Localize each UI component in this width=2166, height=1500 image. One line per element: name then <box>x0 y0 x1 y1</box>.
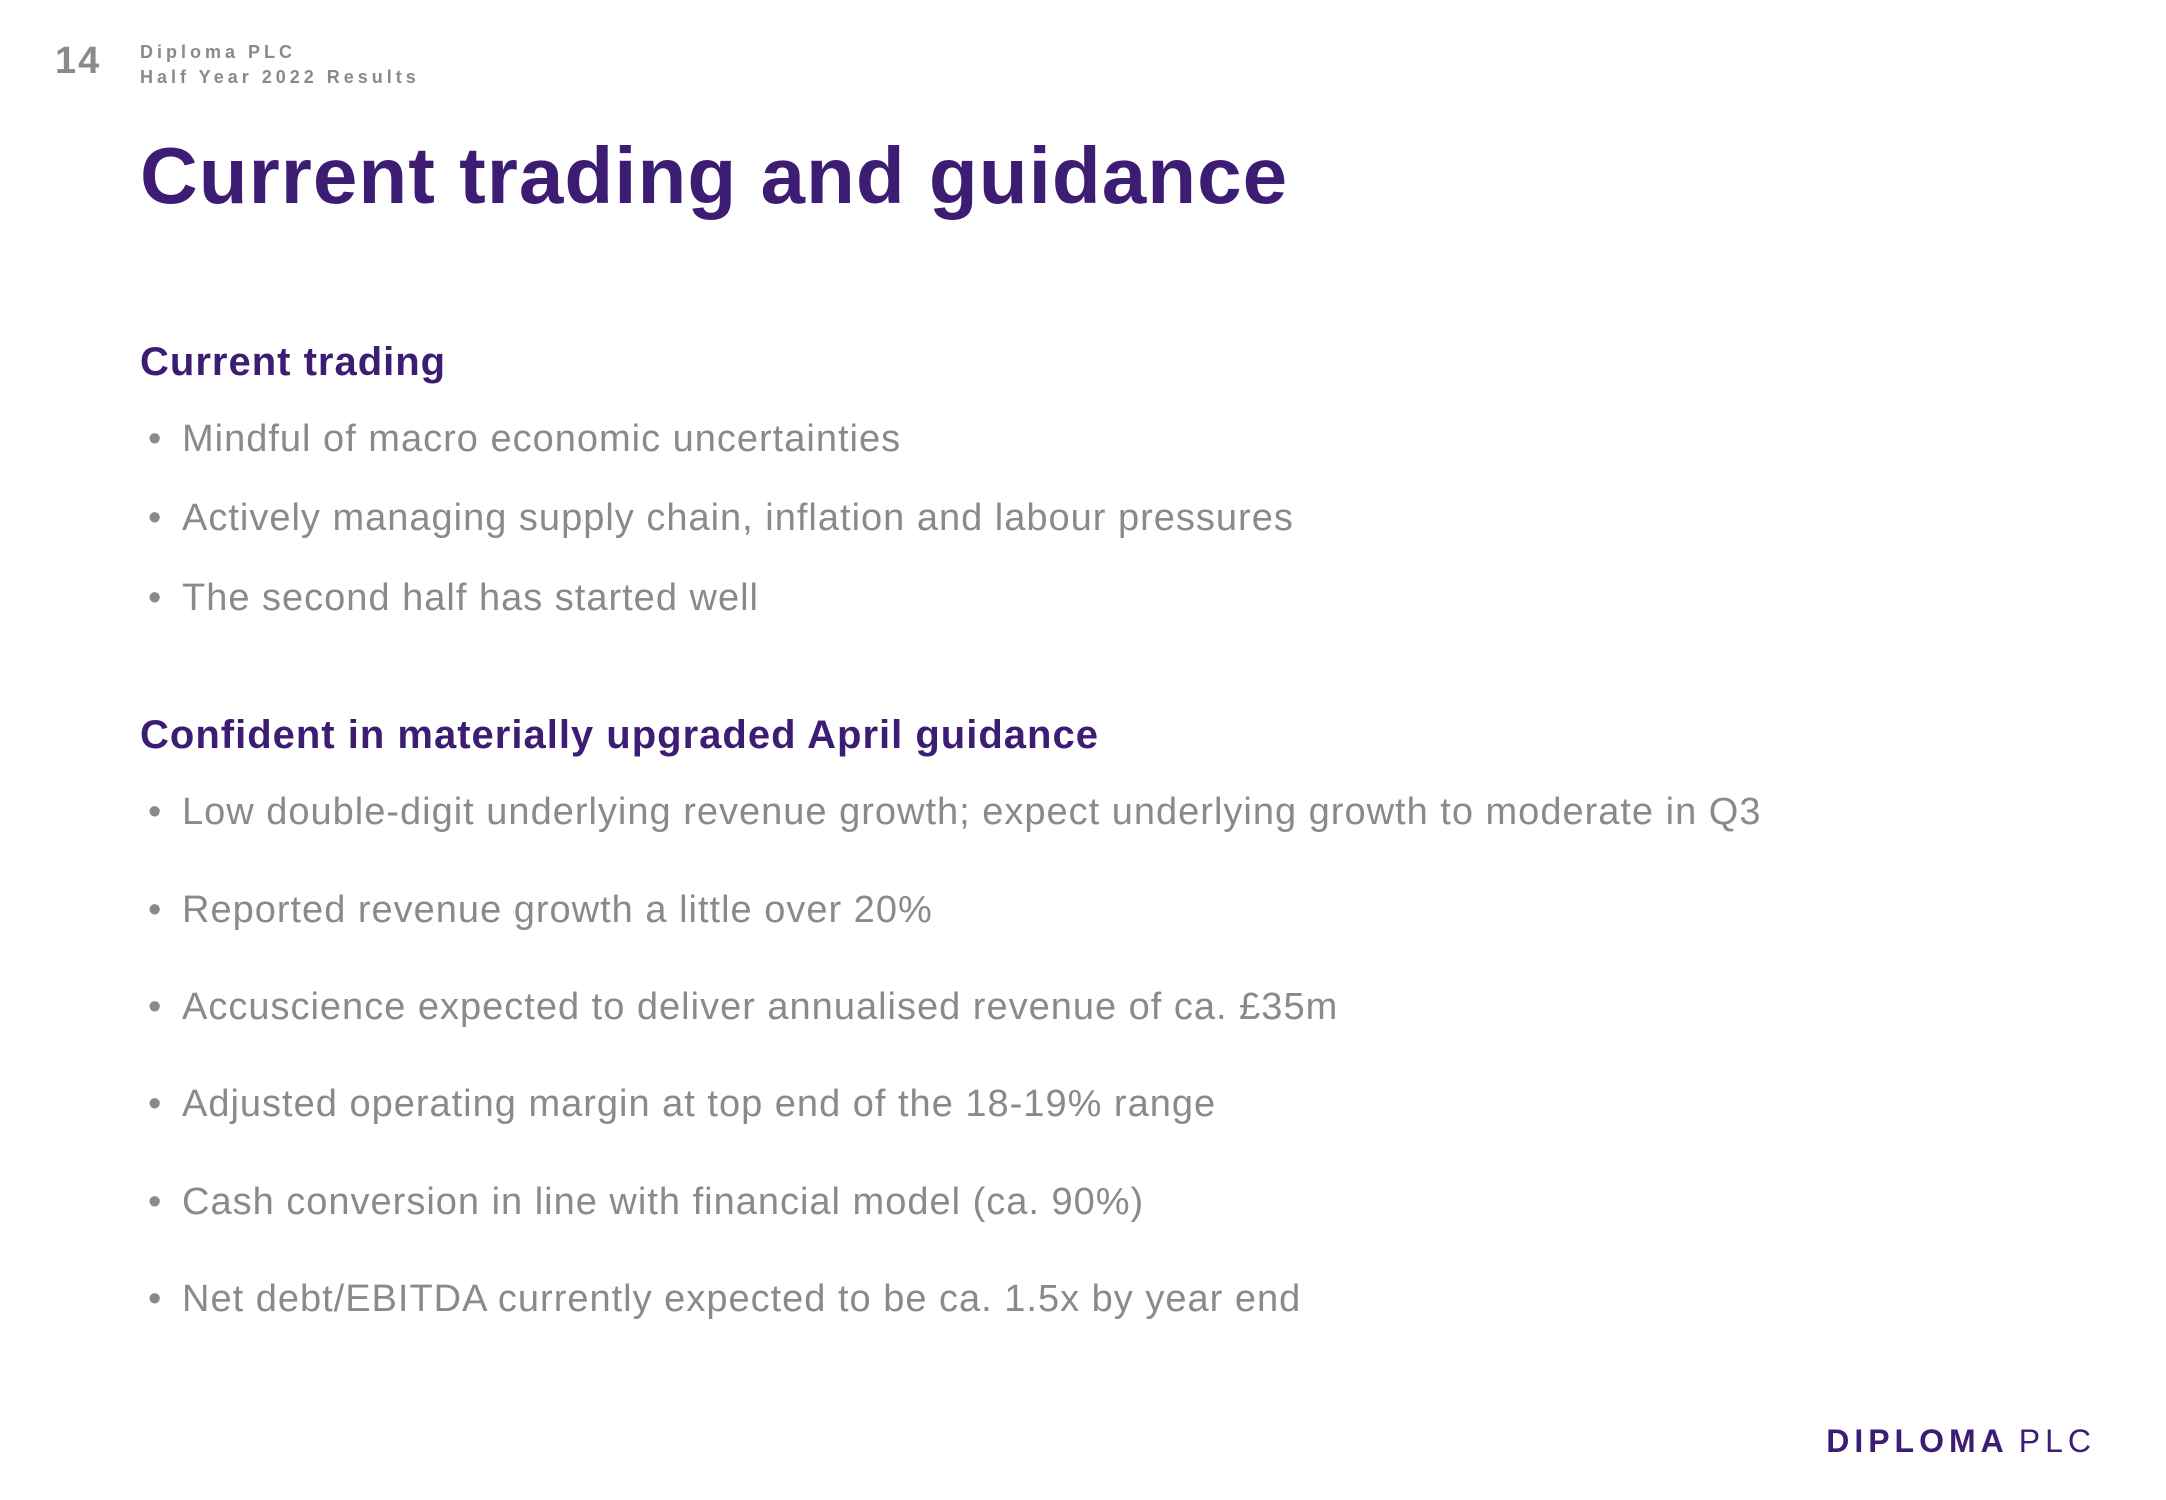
section2-heading: Confident in materially upgraded April g… <box>140 713 2066 758</box>
content-area: Current trading Mindful of macro economi… <box>140 340 2066 1373</box>
footer-suffix: PLC <box>2019 1423 2096 1460</box>
footer-logo: DIPLOMA PLC <box>1826 1423 2096 1460</box>
page-title: Current trading and guidance <box>140 130 1288 222</box>
list-item: Accuscience expected to deliver annualis… <box>140 983 2066 1032</box>
list-item: Reported revenue growth a little over 20… <box>140 886 2066 935</box>
list-item: Mindful of macro economic uncertainties <box>140 415 2066 464</box>
page-number: 14 <box>55 40 101 83</box>
section2-bullets: Low double-digit underlying revenue grow… <box>140 788 2066 1324</box>
header-meta: Diploma PLC Half Year 2022 Results <box>140 40 420 90</box>
list-item: Cash conversion in line with financial m… <box>140 1178 2066 1227</box>
footer-brand: DIPLOMA <box>1826 1423 2009 1460</box>
list-item: Low double-digit underlying revenue grow… <box>140 788 2066 837</box>
header-report: Half Year 2022 Results <box>140 65 420 90</box>
section1-bullets: Mindful of macro economic uncertainties … <box>140 415 2066 623</box>
list-item: Adjusted operating margin at top end of … <box>140 1080 2066 1129</box>
header-company: Diploma PLC <box>140 40 420 65</box>
list-item: Net debt/EBITDA currently expected to be… <box>140 1275 2066 1324</box>
list-item: Actively managing supply chain, inflatio… <box>140 494 2066 543</box>
section1-heading: Current trading <box>140 340 2066 385</box>
list-item: The second half has started well <box>140 574 2066 623</box>
